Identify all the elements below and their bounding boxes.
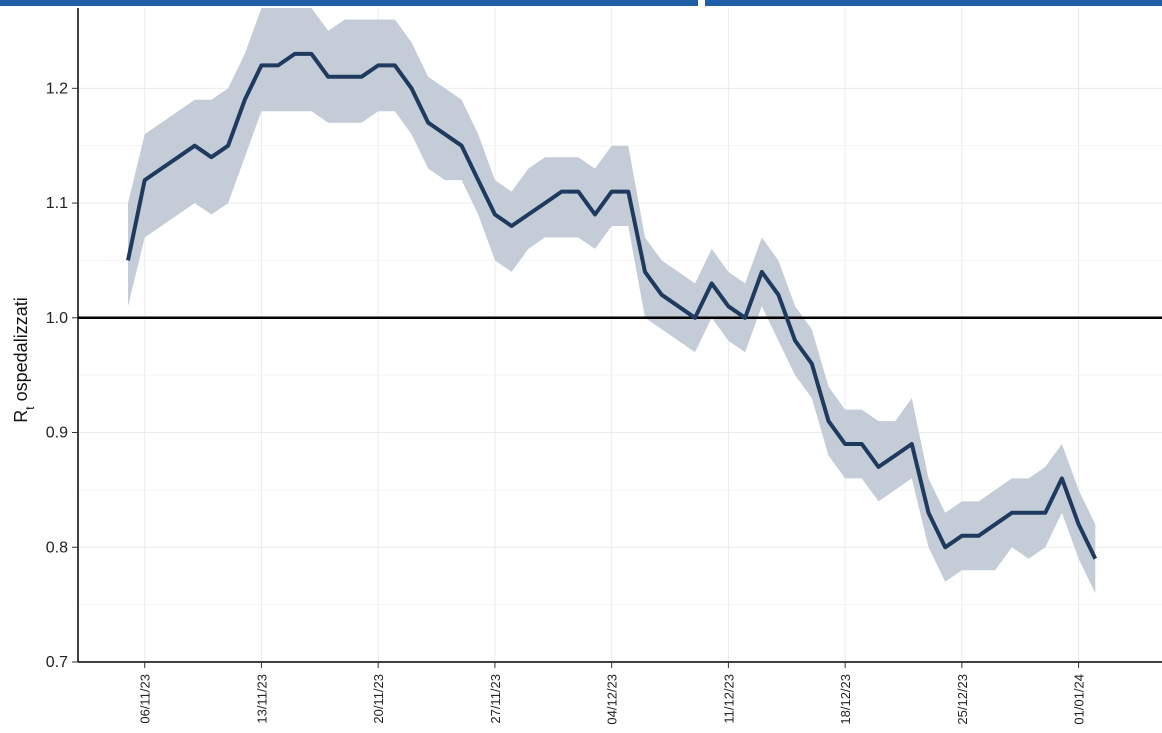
- y-axis-ticks: 0.7 0.8 0.9 1.0 1.1 1.2: [46, 80, 78, 671]
- series-line: [126, 51, 1098, 560]
- top-accent-bar-left: [0, 0, 698, 6]
- x-tick-label: 27/11/23: [488, 674, 503, 724]
- y-axis-label: Rt ospedalizzati: [11, 297, 37, 422]
- x-tick-label: 20/11/23: [371, 674, 386, 724]
- confidence-band: [128, 8, 1096, 594]
- x-tick-label: 13/11/23: [254, 674, 269, 724]
- y-tick-label: 1.0: [46, 310, 68, 327]
- y-tick-label: 0.8: [46, 539, 68, 556]
- x-axis-ticks: 06/11/23 13/11/23 20/11/23 27/11/23 04/12/23…: [138, 662, 1087, 725]
- x-tick-label: 11/12/23: [721, 674, 736, 724]
- axes: [77, 8, 1162, 663]
- y-tick-label: 0.7: [46, 654, 68, 671]
- x-tick-label: 04/12/23: [605, 674, 620, 725]
- x-tick-label: 06/11/23: [138, 674, 153, 724]
- y-tick-label: 1.1: [46, 195, 68, 212]
- x-tick-label: 25/12/23: [955, 674, 970, 725]
- y-tick-label: 0.9: [46, 425, 68, 442]
- x-tick-label: 18/12/23: [838, 674, 853, 725]
- y-tick-label: 1.2: [46, 80, 68, 97]
- x-tick-label: 01/01/24: [1072, 674, 1087, 725]
- top-accent-bar-right: [705, 0, 1162, 6]
